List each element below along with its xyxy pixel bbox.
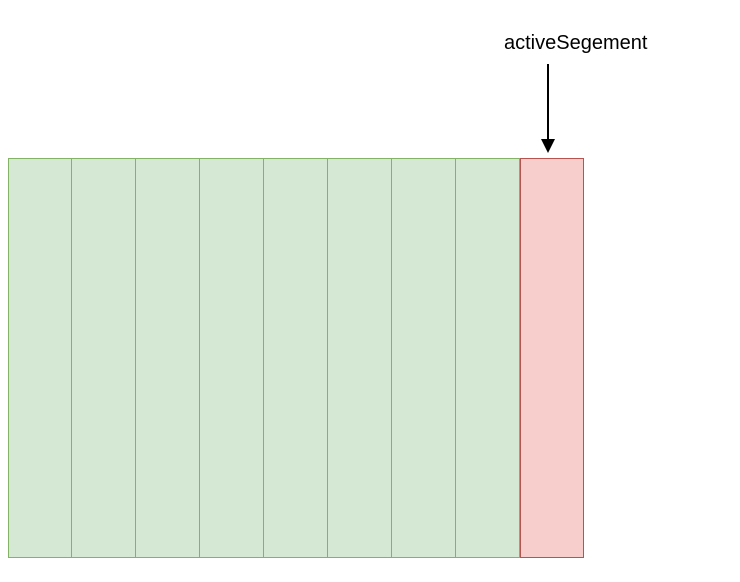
segment (8, 158, 72, 558)
arrow-head-icon (541, 139, 555, 153)
segment (392, 158, 456, 558)
segment (264, 158, 328, 558)
segments-row (8, 158, 584, 558)
diagram-canvas: activeSegement (0, 0, 740, 582)
active-segment (520, 158, 584, 558)
active-segment-label: activeSegement (504, 32, 647, 55)
arrow-shaft (547, 64, 549, 139)
segment (328, 158, 392, 558)
segment (456, 158, 520, 558)
segment (200, 158, 264, 558)
segment (136, 158, 200, 558)
segment (72, 158, 136, 558)
